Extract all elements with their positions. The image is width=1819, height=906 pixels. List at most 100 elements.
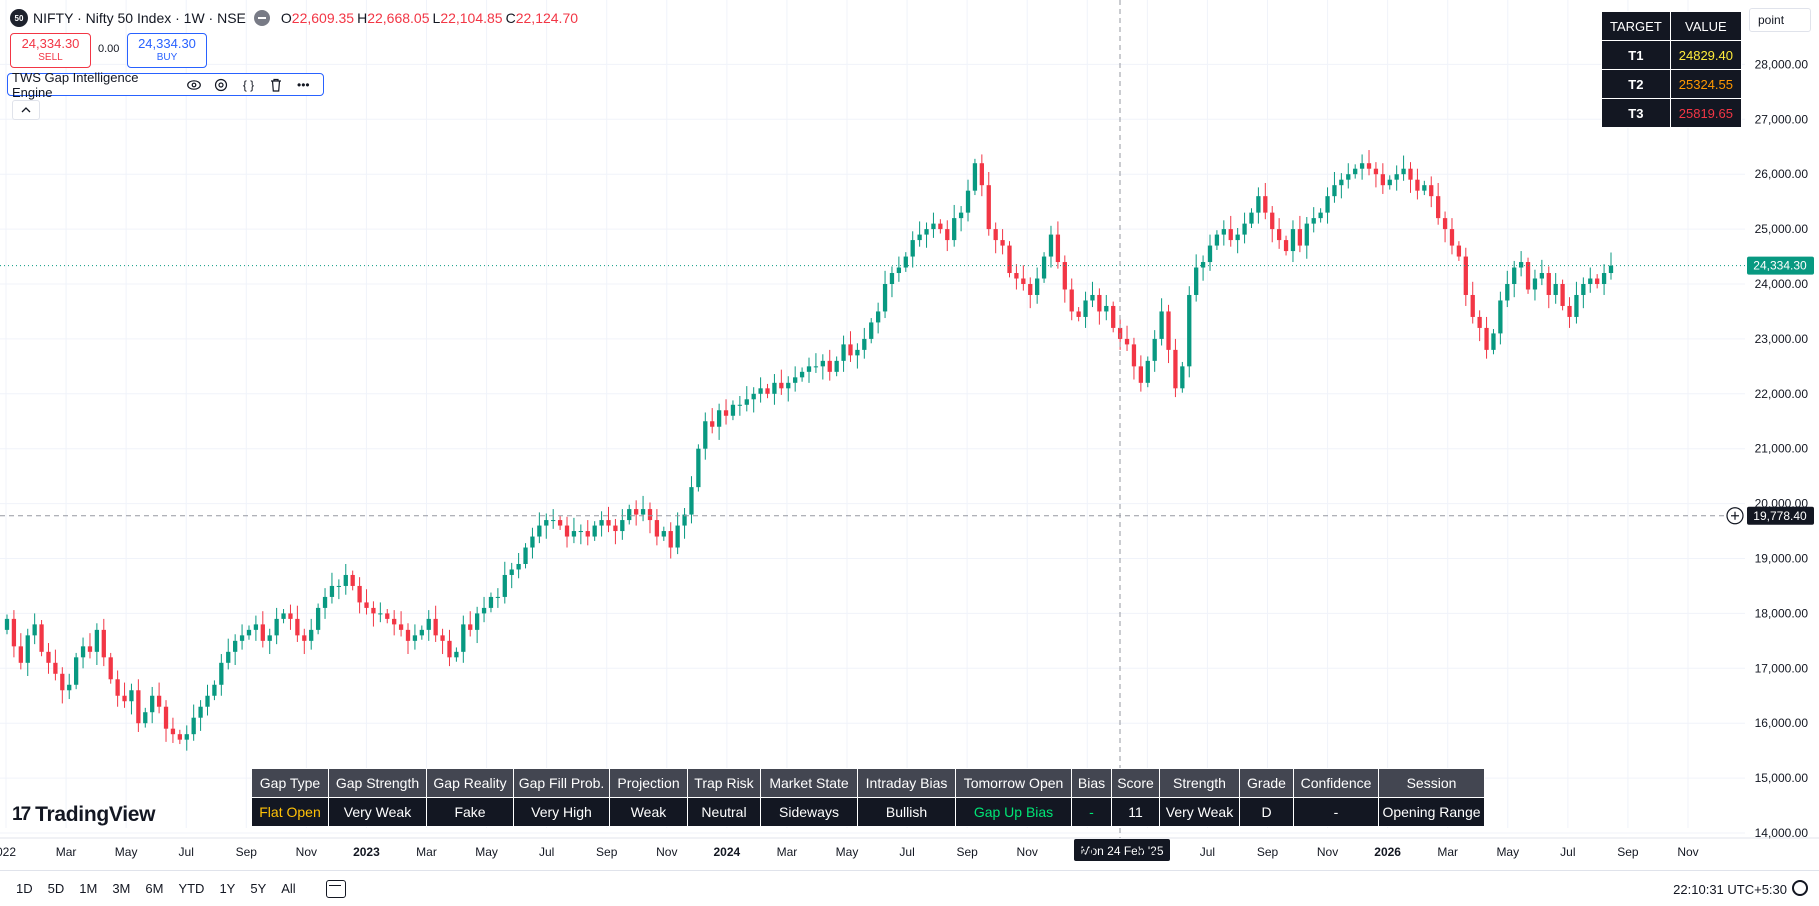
candle [1498,291,1503,345]
candle-body [634,509,639,515]
candle-body [1546,273,1551,295]
candle-body [1152,338,1157,361]
candle [917,221,922,247]
trash-icon[interactable] [268,77,283,93]
candle [1270,206,1275,243]
calendar-range-icon[interactable] [325,879,346,898]
candle [1525,257,1531,294]
chevron-up-icon[interactable] [12,100,40,120]
candle [364,589,369,615]
candle-body [239,635,245,641]
candle-body [322,596,328,608]
timeframe-ytd-button[interactable]: YTD [178,881,205,896]
timeframe-3m-button[interactable]: 3M [112,881,131,896]
gap-table-header: Gap Fill Prob. [513,768,610,798]
gap-table-value: Bullish [857,797,956,827]
candle [585,520,590,546]
candle-body [972,163,978,191]
candle-body [1581,284,1586,295]
symbol-logo-badge: 50 [10,9,28,27]
candle-body [226,651,231,663]
candle [689,476,694,524]
timeframe-6m-button[interactable]: 6M [145,881,164,896]
gap-table-value: Very Weak [328,797,427,827]
indicator-legend[interactable]: TWS Gap Intelligence Engine { } ••• [7,70,324,100]
price-chart[interactable]: 24,334.30 19,778.40 Mon 24 Feb '25 14,000.… [0,0,1819,870]
candle [481,596,487,623]
buy-button[interactable]: 24,334.30 BUY [127,33,207,68]
candle [813,353,819,373]
candle [924,222,929,248]
candle-body [502,574,507,597]
candle-body [184,734,189,740]
candle [945,220,950,252]
candle-body [869,322,874,339]
timeframe-all-button[interactable]: All [281,881,296,896]
candle [1491,329,1496,355]
timezone-clock[interactable]: 22:10:31 UTC+5:30 [1673,882,1787,897]
time-tick-label: Jul [1560,845,1575,859]
tradingview-logo[interactable]: 17 TradingView [12,803,155,827]
candle [952,204,957,247]
indicator-name[interactable]: TWS Gap Intelligence Engine [12,69,139,100]
gear-icon[interactable] [1792,880,1808,896]
candle-body [1207,245,1213,263]
candle [378,602,383,623]
candle-body [523,547,528,564]
timeframe-1d-button[interactable]: 1D [16,881,33,896]
timeframe-1y-button[interactable]: 1Y [219,881,236,896]
settings-icon[interactable] [213,77,228,93]
candle-body [1035,278,1040,295]
candle [571,517,577,544]
candle-body [1366,163,1372,169]
candle-body [212,684,217,696]
symbol-title[interactable]: NIFTY · Nifty 50 Index · 1W · NSE [33,10,246,26]
gap-table-header: Gap Type [251,768,329,798]
candle [675,512,680,555]
candle [212,680,217,701]
target-table: TARGET VALUE T1 24829.40 T2 25324.55 T3 … [1601,11,1743,128]
price-tick-label: 19,000.00 [1755,552,1809,566]
candle [1035,267,1040,304]
timeframe-5d-button[interactable]: 5D [47,881,65,896]
candle [488,592,494,613]
candle [1581,277,1586,309]
time-tick-label: May [1136,845,1159,859]
candle [1311,207,1316,233]
price-unit-selector[interactable]: point [1749,8,1811,32]
candle-body [910,240,915,257]
candle [758,377,763,403]
ohlc-value: 22,104.85 [440,10,503,26]
more-icon[interactable]: ••• [297,77,310,92]
candle-body [1256,196,1261,213]
candle-body [371,607,376,614]
time-tick-label: Mar [1437,845,1458,859]
crosshair-date-label-bg [1074,839,1170,861]
candle-body [1180,366,1185,389]
candle [620,509,625,540]
timeframe-5y-button[interactable]: 5Y [250,881,267,896]
candle-body [585,531,590,537]
market-status-icon[interactable] [253,10,270,26]
source-code-icon[interactable]: { } [242,77,255,92]
candle-body [647,509,653,521]
time-tick-label: 022 [0,845,16,859]
candle [295,605,300,642]
sell-button[interactable]: 24,334.30 SELL [10,33,91,68]
candle-body [454,651,459,658]
candle [1007,241,1012,278]
timeframe-1m-button[interactable]: 1M [79,881,98,896]
symbol-legend[interactable]: 50 NIFTY · Nifty 50 Index · 1W · NSE O22… [10,8,578,28]
time-tick-label: 20 [1081,845,1095,859]
candle-body [1228,229,1233,241]
candle-body [129,690,134,702]
candle-body [945,229,950,241]
candle-body [426,618,431,630]
eye-icon[interactable] [186,77,201,93]
candle-body [1200,262,1206,268]
candle-body [799,371,805,378]
candle-body [571,531,577,537]
candle [1346,163,1351,189]
candle [454,647,459,662]
candle-body [758,388,763,394]
